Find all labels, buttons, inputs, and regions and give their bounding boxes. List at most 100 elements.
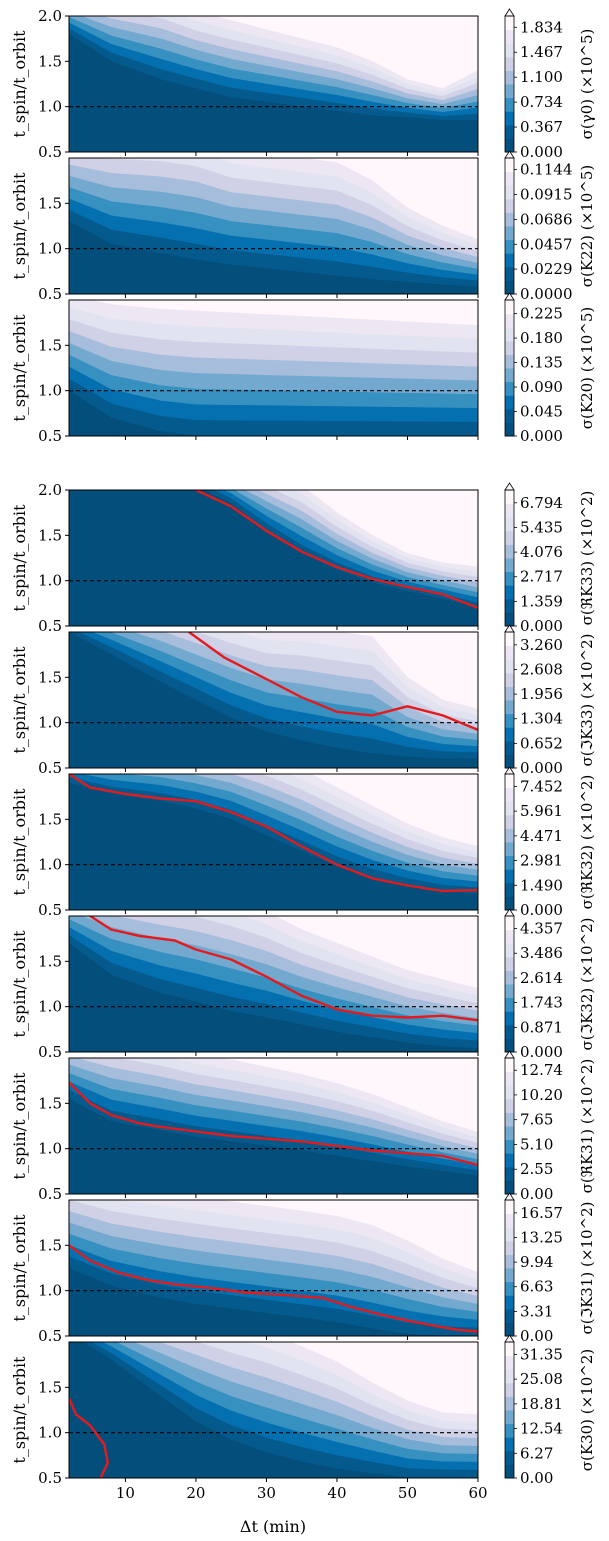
colorbar-tick-label: 0.000 <box>520 427 563 445</box>
colorbar-tick-label: 1.467 <box>520 43 563 61</box>
panels-layer: 0.5 1.0 1.5 2.0 t_spin/t_orbit 0.000 0.367 0.73… <box>10 7 596 1502</box>
colorbar-segment <box>505 171 514 186</box>
colorbar-tick-label: 2.614 <box>520 969 563 987</box>
colorbar-segment <box>505 1382 514 1397</box>
colorbar-segment <box>505 280 514 295</box>
y-tick-label: 1.5 <box>38 668 62 686</box>
colorbar: 0.00 6.27 12.54 18.81 25.08 31.35 σ(K30) (×10^… <box>504 1334 596 1487</box>
threshold-curve <box>69 1081 478 1167</box>
colorbar-label: σ(ℜK33) (×10^2) <box>578 491 596 626</box>
threshold-curve <box>188 632 478 732</box>
colorbar-label: σ(γ0) (×10^5) <box>578 29 596 140</box>
colorbar-tick-label: 0.000 <box>520 617 563 635</box>
colorbar-extend <box>504 482 515 491</box>
colorbar-tick-label: 5.435 <box>520 518 563 536</box>
y-axis-label: t_spin/t_orbit <box>10 646 29 754</box>
colorbar-tick-label: 0.000 <box>520 1043 563 1061</box>
colorbar-segment <box>505 1396 514 1411</box>
y-tick-label: 0.5 <box>38 617 62 635</box>
colorbar-segment <box>505 713 514 728</box>
colorbar-tick-label: 2.717 <box>520 568 563 586</box>
colorbar-tick-label: 7.452 <box>520 777 563 795</box>
colorbar-segment <box>505 503 514 518</box>
colorbar-tick-label: 3.260 <box>520 636 563 654</box>
colorbar-label: σ(ℑK33) (×10^2) <box>578 634 596 767</box>
colorbar-tick-label: 0.000 <box>520 759 563 777</box>
contour-fills <box>69 1058 478 1194</box>
y-tick-label: 1.5 <box>38 1236 62 1254</box>
threshold-curve <box>89 916 478 1022</box>
colorbar-segment <box>505 1295 514 1310</box>
colorbar-segment <box>505 740 514 755</box>
y-axis-label: t_spin/t_orbit <box>10 930 29 1038</box>
colorbar-segment <box>505 956 514 971</box>
panel-9: 0.5 1.0 1.5 t_spin/t_orbit 0.00 3.31 6.63 9.94 1… <box>10 1192 596 1345</box>
colorbar-tick-label: 0.0686 <box>520 210 573 228</box>
contour-fills <box>69 158 478 294</box>
colorbar-segment <box>505 1112 514 1127</box>
colorbar-tick-label: 1.304 <box>520 710 563 728</box>
y-tick-label: 1.5 <box>38 952 62 970</box>
colorbar-segment <box>505 1410 514 1425</box>
y-tick-label: 1.0 <box>38 98 62 116</box>
colorbar-label: σ(ℜK32) (×10^2) <box>578 775 596 910</box>
panel-5: 0.5 1.0 1.5 t_spin/t_orbit 0.000 0.652 1.304 1.… <box>10 624 596 777</box>
y-tick-label: 2.0 <box>38 481 62 499</box>
colorbar-tick-label: 1.834 <box>520 18 563 36</box>
colorbar-segment <box>505 490 514 505</box>
panel-7: 0.5 1.0 1.5 t_spin/t_orbit 0.000 0.871 1.743 2.… <box>10 908 596 1061</box>
colorbar-tick-label: 0.000 <box>520 901 563 919</box>
colorbar-segment <box>505 659 514 674</box>
colorbar-segment <box>505 16 514 31</box>
y-tick-label: 1.0 <box>38 1282 62 1300</box>
y-tick-label: 1.5 <box>38 336 62 354</box>
colorbar-tick-label: 2.981 <box>520 852 563 870</box>
colorbar-segment <box>505 198 514 213</box>
colorbar: 0.000 0.045 0.090 0.135 0.180 0.225 σ(K20) (×1… <box>504 292 596 445</box>
contour-fills <box>69 916 478 1052</box>
colorbar-segment <box>505 1038 514 1053</box>
y-tick-label: 0.5 <box>38 285 62 303</box>
colorbar-segment <box>505 327 514 342</box>
colorbar-segment <box>505 124 514 139</box>
colorbar-segment <box>505 43 514 58</box>
x-tick-label: 30 <box>257 1484 276 1502</box>
colorbar-segment <box>505 571 514 586</box>
panel-4: 0.5 1.0 1.5 2.0 t_spin/t_orbit 0.000 1.359 2.71… <box>10 481 596 635</box>
axes-frame <box>68 157 479 295</box>
colorbar: 0.0000 0.0229 0.0457 0.0686 0.0915 0.1144 σ(K2… <box>504 150 596 303</box>
colorbar-segment <box>505 185 514 200</box>
x-tick-label: 20 <box>186 1484 205 1502</box>
colorbar-segment <box>505 422 514 437</box>
colorbar-tick-label: 0.225 <box>520 305 563 323</box>
colorbar-tick-label: 0.871 <box>520 1018 563 1036</box>
colorbar-segment <box>505 754 514 769</box>
colorbar-segment <box>505 869 514 884</box>
colorbar-segment <box>505 1423 514 1438</box>
contour-band <box>69 390 478 436</box>
colorbar-segment <box>505 1139 514 1154</box>
panel-1: 0.5 1.0 1.5 2.0 t_spin/t_orbit 0.000 0.367 0.73… <box>10 7 596 161</box>
y-tick-label: 0.5 <box>38 1185 62 1203</box>
colorbar: 0.000 0.652 1.304 1.956 2.608 3.260 σ(ℑK33) (×… <box>504 624 596 777</box>
y-tick-label: 1.5 <box>38 1094 62 1112</box>
colorbar-tick-label: 0.090 <box>520 378 563 396</box>
axes-frame <box>68 489 479 627</box>
colorbar-segment <box>505 1240 514 1255</box>
y-tick-label: 0.5 <box>38 901 62 919</box>
colorbar-segment <box>505 340 514 355</box>
colorbar-segment <box>505 1213 514 1228</box>
y-tick-label: 1.5 <box>38 194 62 212</box>
colorbar-tick-label: 1.100 <box>520 68 563 86</box>
x-tick-label: 50 <box>398 1484 417 1502</box>
x-tick-label: 10 <box>116 1484 135 1502</box>
panel-3: 0.51.01.5t_spin/t_orbit0.0000.0450.0900.… <box>10 292 596 445</box>
y-axis-label: t_spin/t_orbit <box>10 172 29 280</box>
y-tick-label: 0.5 <box>38 427 62 445</box>
contour-band <box>69 782 478 910</box>
colorbar-tick-label: 10.20 <box>520 1086 563 1104</box>
axes-frame <box>68 299 479 437</box>
colorbar-segment <box>505 1308 514 1323</box>
axes-frame <box>68 15 479 153</box>
colorbar-segment <box>505 239 514 254</box>
